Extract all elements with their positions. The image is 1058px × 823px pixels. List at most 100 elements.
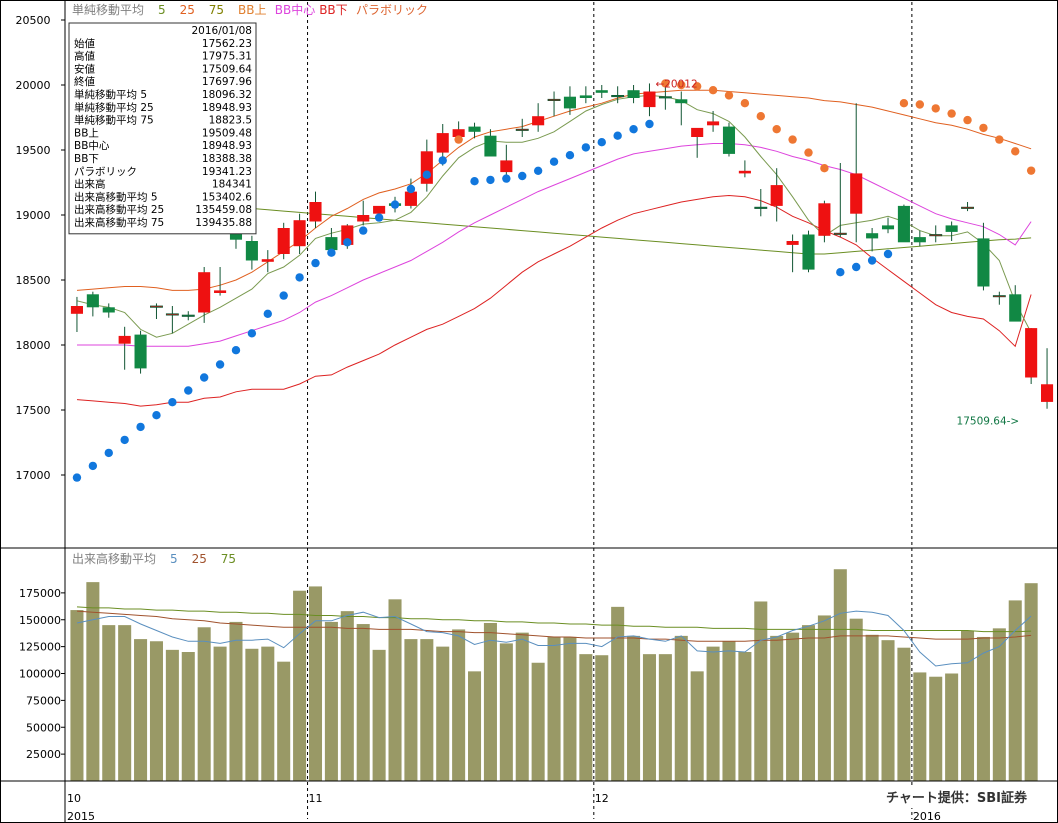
volume-bar [118, 625, 132, 781]
sar-dot [677, 80, 686, 90]
candle-body [913, 237, 926, 243]
candle-body [484, 135, 497, 157]
volume-tick-label: 150000 [19, 614, 61, 627]
volume-legend-item: 75 [221, 552, 236, 566]
info-box-value: 17509.64 [202, 63, 252, 75]
candle-body [579, 95, 592, 98]
credit-background [882, 786, 1042, 808]
volume-tick-label: 175000 [19, 587, 61, 600]
sar-dot [168, 398, 177, 407]
volume-bar [213, 646, 227, 781]
sar-dot [215, 360, 225, 369]
sar-dot [597, 138, 606, 147]
volume-bar [563, 636, 577, 781]
sar-dot [931, 104, 940, 113]
volume-legend-item: 5 [170, 552, 178, 566]
sar-dot [549, 157, 559, 166]
volume-bar [865, 634, 879, 781]
sar-dot [311, 258, 320, 268]
candle-body [707, 121, 720, 126]
sar-dot [772, 125, 781, 134]
info-box-value: 17562.23 [202, 38, 252, 50]
ma5-line [76, 94, 1032, 338]
candle-body [563, 96, 576, 109]
candle-body [70, 306, 83, 314]
volume-bar [786, 632, 800, 781]
volume-bar [468, 671, 482, 781]
info-box-label: 安値 [74, 62, 95, 75]
sar-dot [581, 143, 591, 152]
candle-body [373, 205, 386, 214]
volume-bar [181, 652, 195, 781]
sar-dot [518, 171, 527, 181]
sar-dot [661, 79, 670, 88]
candle-body [404, 191, 417, 206]
info-box-label: 始値 [74, 37, 95, 50]
volume-bar [515, 632, 529, 781]
candle-body [850, 173, 863, 214]
candle-body [515, 128, 529, 131]
volume-bar [929, 676, 943, 781]
volume-bar [324, 621, 338, 781]
sar-dot [915, 100, 925, 109]
info-box-value: 139435.88 [195, 217, 252, 229]
sar-dot [565, 151, 575, 160]
sar-dot [645, 119, 654, 129]
candle-body [547, 98, 561, 102]
price-tick-label: 19500 [16, 144, 51, 157]
sar-dot [359, 226, 368, 235]
candle-body [627, 90, 640, 98]
volume-bar [658, 654, 672, 781]
candle-body [165, 313, 179, 316]
volume-bar [1024, 583, 1038, 781]
candle-body [420, 151, 433, 184]
volume-bar [722, 641, 736, 781]
candle-body [738, 170, 751, 174]
candle-body [325, 237, 338, 251]
volume-tick-label: 50000 [26, 721, 61, 734]
info-box-label: 出来高移動平均 5 [74, 190, 158, 203]
info-box-label: 出来高移動平均 25 [74, 203, 164, 216]
sar-dot [1011, 147, 1020, 156]
volume-bar [738, 652, 752, 781]
price-tick-label: 20500 [16, 14, 51, 27]
candle-body [675, 99, 688, 104]
high-annotation: ←20012 [655, 78, 697, 90]
price-annotations: ←20012 17509.64-> [655, 78, 1019, 427]
sar-dot [390, 200, 400, 209]
candle-body [86, 294, 99, 308]
legend-item: BB中心 [275, 2, 315, 17]
sar-dot [836, 268, 845, 277]
sar-dot [804, 148, 813, 157]
volume-bar [452, 629, 466, 781]
legend-item: 75 [209, 3, 224, 17]
volume-bar [499, 643, 513, 781]
info-box-value: 135459.08 [195, 204, 252, 216]
sar-dot [295, 273, 304, 282]
info-box-label: 単純移動平均 5 [74, 88, 147, 101]
volume-axis: 25000 50000 75000 100000 125000 150000 175000 [19, 587, 65, 761]
candle-body [977, 238, 990, 287]
volume-bar [261, 646, 275, 781]
candle-body [929, 234, 943, 237]
volume-bar [690, 671, 704, 781]
candle-body [786, 241, 799, 245]
volume-ma25-line [76, 610, 1032, 642]
candle-body [277, 228, 290, 254]
credit-text: チャート提供：SBI証券 [886, 790, 1028, 806]
volume-bar [706, 646, 720, 781]
price-tick-label: 17500 [16, 404, 51, 417]
volume-bar [992, 628, 1006, 781]
volume-bar [197, 627, 211, 781]
info-box-value: 184341 [212, 179, 252, 191]
candle-body [500, 160, 513, 173]
sar-dot [120, 435, 129, 445]
month-dividers [307, 2, 913, 819]
volume-tick-label: 25000 [26, 748, 61, 761]
sar-dot [724, 91, 734, 100]
candle-body [102, 307, 115, 313]
info-box-label: BB下 [74, 153, 99, 165]
candle-body [1009, 294, 1022, 322]
volume-bar [86, 582, 100, 781]
price-tick-label: 18500 [16, 274, 51, 287]
